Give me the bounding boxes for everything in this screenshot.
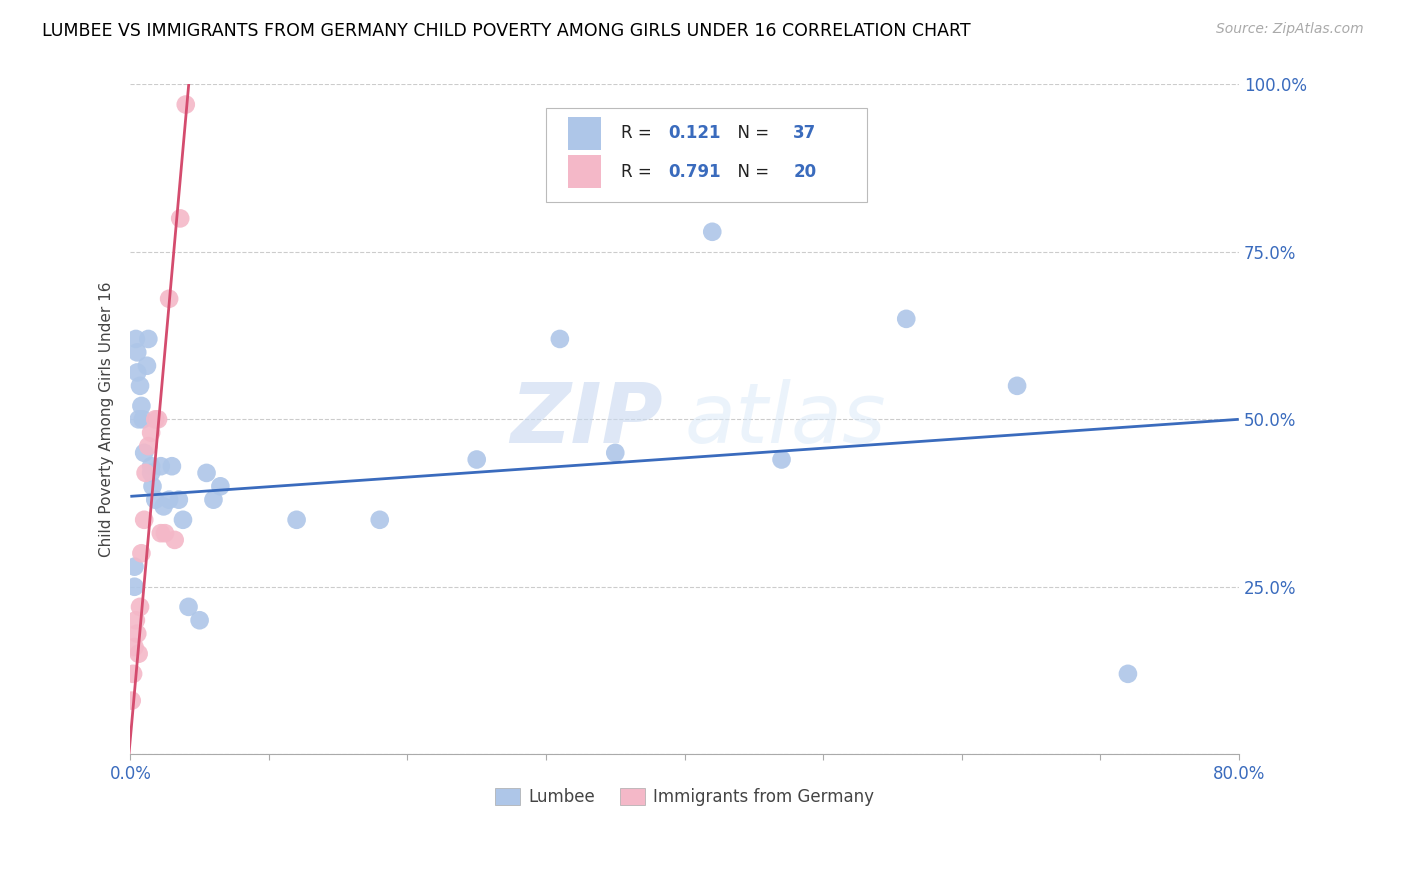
Text: atlas: atlas (685, 379, 886, 459)
Point (202, 492, 225, 507)
Point (465, 452, 488, 467)
FancyBboxPatch shape (568, 155, 602, 188)
Point (770, 452, 793, 467)
Point (139, 459, 162, 474)
Point (195, 466, 218, 480)
Text: ZIP: ZIP (510, 379, 662, 459)
FancyBboxPatch shape (568, 117, 602, 150)
Point (702, 225, 724, 239)
Point (135, 466, 157, 480)
Point (139, 425, 162, 440)
Point (132, 412, 155, 426)
FancyBboxPatch shape (546, 108, 868, 202)
Point (172, 513, 194, 527)
Point (157, 492, 180, 507)
Point (167, 492, 190, 507)
Point (128, 412, 150, 426)
Point (163, 533, 186, 547)
Text: 37: 37 (793, 124, 817, 143)
Point (127, 626, 149, 640)
Text: 0.791: 0.791 (668, 162, 720, 180)
Point (548, 332, 571, 346)
Y-axis label: Child Poverty Among Girls Under 16: Child Poverty Among Girls Under 16 (100, 282, 114, 558)
Point (174, 97, 197, 112)
Point (129, 379, 152, 393)
Point (138, 332, 160, 346)
Point (157, 292, 180, 306)
Point (177, 599, 200, 614)
Point (129, 599, 152, 614)
Point (139, 466, 162, 480)
Point (121, 693, 143, 707)
Point (124, 559, 146, 574)
Point (125, 613, 148, 627)
Point (368, 513, 391, 527)
Point (138, 439, 160, 453)
Text: 20: 20 (793, 162, 817, 180)
Point (152, 500, 174, 514)
Point (134, 446, 156, 460)
Point (149, 526, 172, 541)
Point (209, 479, 232, 493)
Point (1116, 666, 1139, 681)
Point (131, 399, 153, 413)
Text: 0.121: 0.121 (668, 124, 720, 143)
Point (122, 666, 145, 681)
Legend: Lumbee, Immigrants from Germany: Lumbee, Immigrants from Germany (488, 781, 882, 813)
Point (896, 311, 918, 326)
Text: LUMBEE VS IMMIGRANTS FROM GERMANY CHILD POVERTY AMONG GIRLS UNDER 16 CORRELATION: LUMBEE VS IMMIGRANTS FROM GERMANY CHILD … (42, 22, 970, 40)
Point (124, 580, 146, 594)
Text: R =: R = (621, 162, 658, 180)
Point (188, 613, 211, 627)
Point (605, 446, 627, 460)
Text: Source: ZipAtlas.com: Source: ZipAtlas.com (1216, 22, 1364, 37)
Point (160, 459, 183, 474)
Point (128, 647, 150, 661)
Text: R =: R = (621, 124, 658, 143)
Point (136, 359, 159, 373)
Point (127, 366, 149, 380)
Point (285, 513, 308, 527)
Point (134, 513, 156, 527)
Text: N =: N = (727, 162, 775, 180)
Text: N =: N = (727, 124, 775, 143)
Point (141, 479, 163, 493)
Point (143, 412, 166, 426)
Point (124, 640, 146, 654)
Point (153, 526, 176, 541)
Point (169, 211, 191, 226)
Point (131, 546, 153, 560)
Point (125, 332, 148, 346)
Point (146, 412, 169, 426)
Point (143, 492, 166, 507)
Point (149, 459, 172, 474)
Point (1005, 379, 1028, 393)
Point (127, 345, 149, 359)
